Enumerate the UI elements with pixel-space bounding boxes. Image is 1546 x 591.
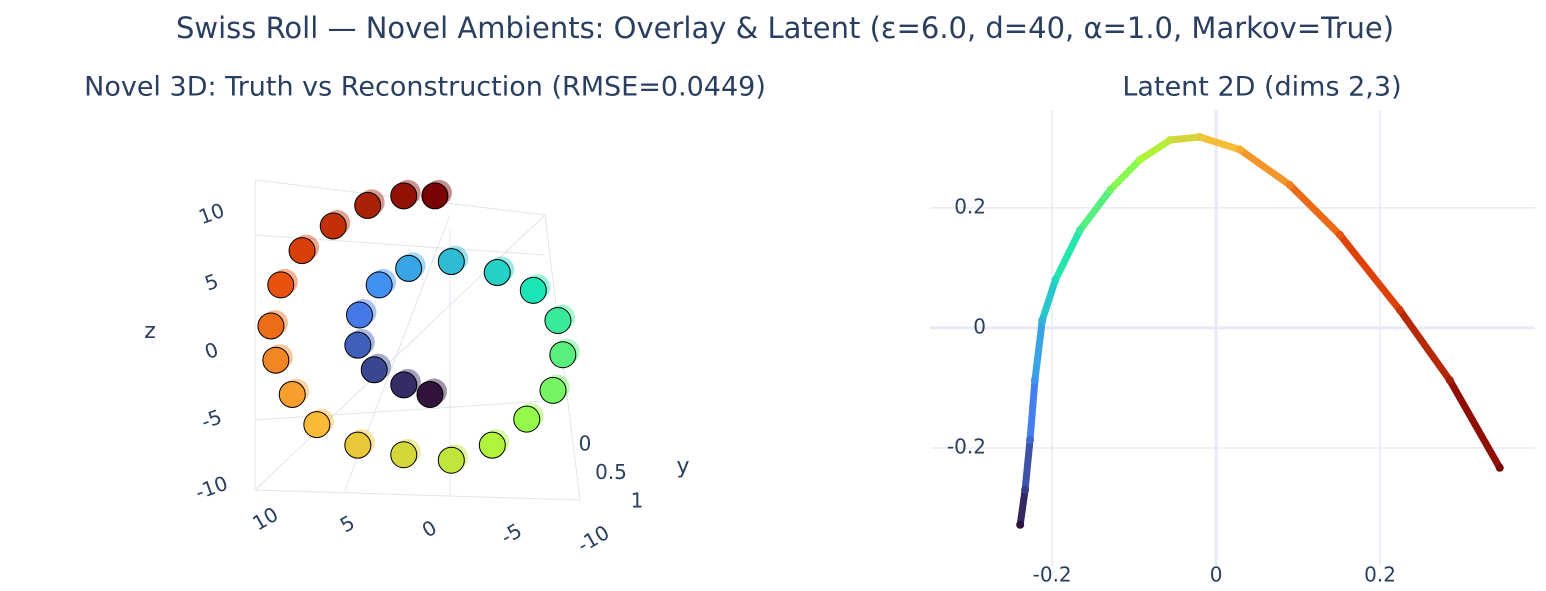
latent-point [1235, 145, 1244, 154]
latent-point [1106, 185, 1115, 194]
latent-point [1026, 436, 1035, 445]
reconstruction-point [421, 182, 449, 210]
reconstruction-point [390, 182, 418, 210]
latent-point [1051, 275, 1060, 284]
latent-point [1135, 155, 1144, 164]
latent-segment [1446, 376, 1504, 472]
latent-point [1021, 485, 1030, 494]
reconstruction-point [360, 356, 388, 384]
y-axis-title: y [676, 454, 689, 479]
figure-title: Swiss Roll — Novel Ambients: Overlay & L… [176, 11, 1394, 45]
reconstruction-point [345, 301, 373, 329]
latent-segment [1166, 133, 1204, 144]
reconstruction-point [278, 380, 306, 408]
reconstruction-point [319, 212, 347, 240]
x-tick-label: -0.2 [1033, 563, 1072, 587]
subplot-title: Latent 2D (dims 2,3) [1122, 72, 1401, 103]
reconstruction-point [513, 405, 541, 433]
reconstruction-point [288, 237, 316, 265]
x-tick-label: -10 [573, 520, 613, 557]
z-tick-label: -10 [192, 471, 231, 505]
x-tick-label: 0 [418, 515, 441, 542]
reconstruction-point [478, 431, 506, 459]
reconstruction-point [437, 248, 465, 276]
y-tick-label: 0 [973, 314, 986, 338]
reconstruction-point [395, 254, 423, 282]
latent-point [1495, 463, 1504, 472]
latent-segment [1076, 186, 1114, 234]
latent-segment [1021, 436, 1034, 494]
x-tick-label: 0.2 [1364, 563, 1396, 587]
latent-segment [1051, 226, 1084, 284]
latent-point [1335, 230, 1344, 239]
reconstruction-point [303, 411, 331, 439]
reconstruction-point [549, 341, 577, 369]
reconstruction-point [354, 191, 382, 219]
reconstruction-point [416, 380, 444, 408]
latent-segment [1196, 133, 1244, 154]
reconstruction-point [257, 312, 285, 340]
reconstruction-point [344, 331, 372, 359]
z-tick-label: 5 [201, 269, 221, 296]
z-axis-title: z [144, 319, 156, 344]
z-tick-label: 0 [201, 337, 221, 364]
latent-point [1445, 376, 1454, 385]
y-tick-label: -0.2 [947, 434, 986, 458]
x-tick-label: 0 [1210, 563, 1223, 587]
latent-segment [1286, 181, 1344, 239]
x-tick-label: -5 [497, 518, 526, 549]
latent-segment [1136, 136, 1174, 164]
reconstruction-point [262, 346, 290, 374]
latent-segment [1026, 376, 1039, 444]
latent-point [1166, 136, 1175, 145]
reconstruction-point [267, 271, 295, 299]
latent-segment [1236, 146, 1294, 189]
latent-point [1016, 520, 1025, 529]
subplot-title: Novel 3D: Truth vs Reconstruction (RMSE=… [84, 72, 766, 103]
latent-segment [1031, 316, 1046, 384]
reconstruction-point [437, 446, 465, 474]
reconstruction-point [519, 276, 547, 304]
latent-point [1285, 181, 1294, 190]
z-tick-label: -5 [198, 404, 225, 433]
reconstruction-point [390, 441, 418, 469]
z-tick-label: 10 [195, 198, 227, 229]
reconstruction-point [544, 306, 572, 334]
latent-point [1076, 226, 1085, 235]
x-tick-label: 5 [336, 510, 359, 537]
y-tick-label: 1 [631, 489, 644, 513]
latent-segment [1396, 306, 1454, 384]
reconstruction-point [390, 371, 418, 399]
x-tick-label: 10 [248, 502, 282, 536]
latent-segment [1038, 276, 1059, 324]
latent-point [1030, 376, 1039, 385]
latent-point [1195, 133, 1204, 142]
latent-segment [1336, 231, 1404, 314]
latent-segment [1106, 156, 1144, 194]
y-tick-label: 0.5 [595, 460, 627, 484]
y-tick-label: 0.2 [954, 194, 986, 218]
reconstruction-point [344, 431, 372, 459]
latent-point [1038, 316, 1047, 325]
y-tick-label: 0 [579, 432, 592, 456]
latent-segment [1016, 486, 1029, 529]
reconstruction-point [483, 259, 511, 287]
latent-point [1395, 305, 1404, 314]
reconstruction-point [365, 271, 393, 299]
reconstruction-point [539, 376, 567, 404]
